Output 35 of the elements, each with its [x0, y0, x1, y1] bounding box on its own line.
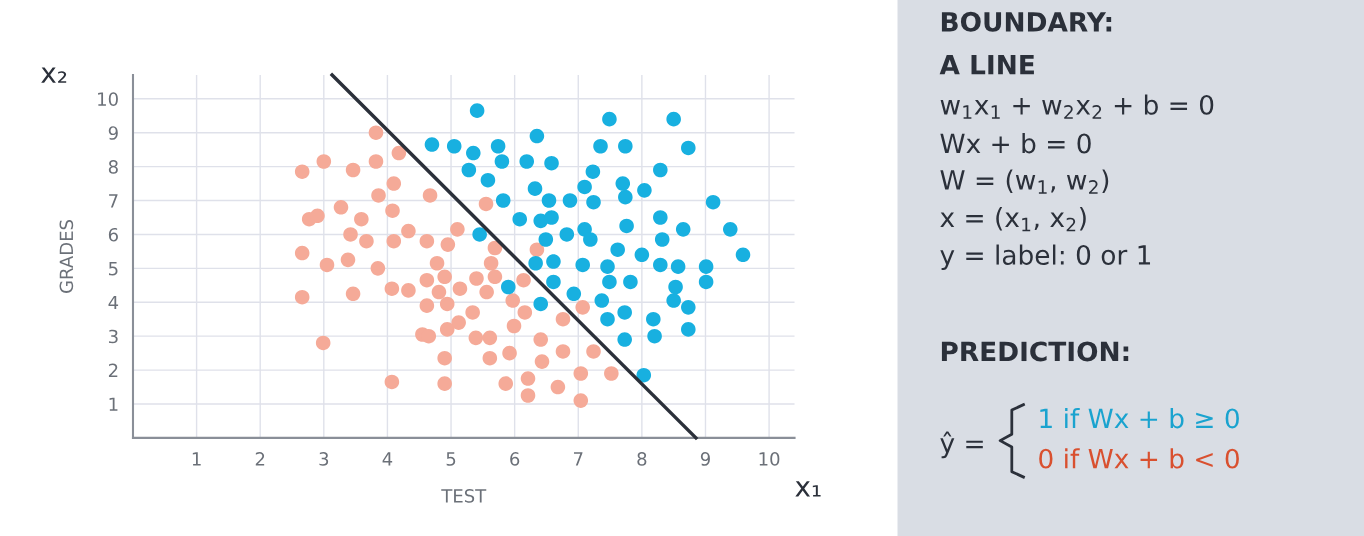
x-tick-label: 6 — [510, 452, 520, 466]
text: x = (x$_{1}$, x$_{2}$) — [940, 206, 1086, 232]
y-tick-label: 3 — [108, 329, 118, 344]
x-tick-label: 9 — [700, 452, 710, 466]
x-tick-label: 8 — [637, 452, 647, 466]
text: Wx + b = 0 — [940, 133, 1091, 154]
text: y = label: 0 or 1 — [940, 244, 1151, 271]
y-axis-title: GRADES — [59, 220, 74, 293]
x-tick-label: 2 — [255, 452, 265, 466]
text: 1 if Wx + b ≥ 0 — [1040, 407, 1239, 429]
y-tick-label: 9 — [108, 126, 118, 140]
y-tick-label: 2 — [108, 363, 118, 377]
text: BOUNDARY: — [941, 11, 1112, 32]
y-tick-label: 5 — [109, 262, 118, 276]
text: x₂ — [41, 67, 67, 83]
text: A LINE — [939, 55, 1034, 75]
text: w$_{1}$x$_{1}$ + w$_{2}$x$_{2}$ + b = 0 — [940, 94, 1214, 119]
y-tick-label: 1 — [109, 397, 118, 411]
y-tick-label: 10 — [98, 92, 118, 106]
y-tick-label: 8 — [108, 160, 118, 174]
y-tick-label: 6 — [108, 227, 118, 242]
x-tick-label: 1 — [192, 452, 201, 466]
text: W = (w$_{1}$, w$_{2}$) — [940, 169, 1109, 194]
x-axis-title: TEST — [441, 489, 487, 503]
text: PREDICTION: — [941, 341, 1129, 362]
y-tick-label: 4 — [108, 295, 119, 310]
text: 0 if Wx + b < 0 — [1039, 448, 1239, 469]
x-tick-label: 10 — [759, 452, 780, 466]
text: x₁ — [795, 481, 821, 497]
x-tick-label: 7 — [573, 452, 583, 466]
y-tick-label: 7 — [109, 194, 118, 208]
x-tick-label: 3 — [319, 452, 329, 466]
text: ŷ = — [940, 431, 983, 459]
x-tick-label: 4 — [382, 452, 393, 466]
x-tick-label: 5 — [446, 452, 456, 466]
